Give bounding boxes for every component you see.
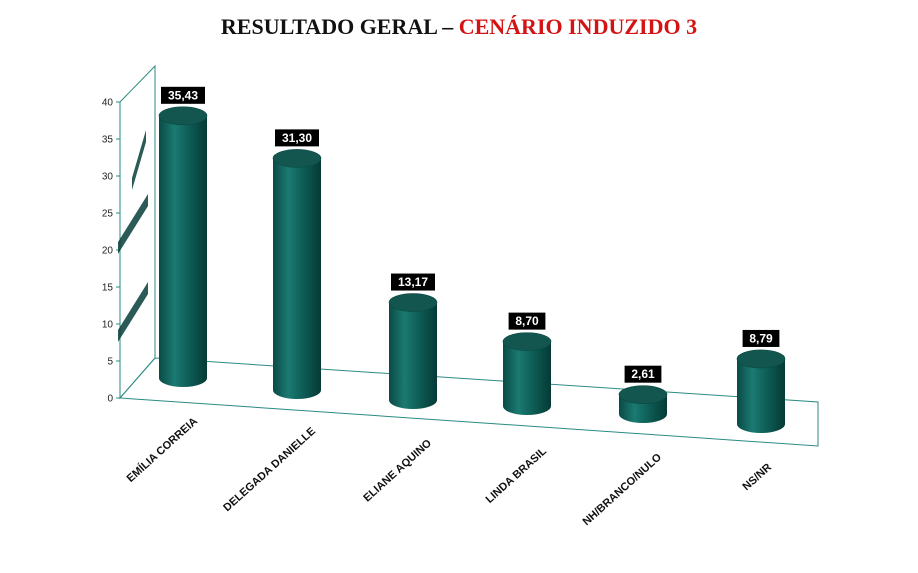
y-tick-label: 35 [102, 135, 114, 146]
bar-top-cap [618, 385, 668, 404]
y-tick-label: 10 [102, 320, 114, 331]
bar-2 [272, 149, 322, 399]
bar-body [159, 115, 207, 388]
data-label-bg [742, 329, 780, 347]
bar-3 [388, 293, 438, 409]
data-label: 35,43 [168, 88, 198, 102]
axis-layer: 0 5 10 15 20 25 30 35 40 [102, 64, 819, 447]
bar-body [737, 358, 785, 433]
chart-title: RESULTADO GERAL – CENÁRIO INDUZIDO 3 [0, 14, 918, 40]
bar-top-cap [272, 149, 322, 168]
bar-top-cap [502, 332, 552, 351]
bar-1 [158, 106, 208, 388]
data-label: 2,61 [631, 367, 655, 381]
data-label: 8,70 [515, 314, 539, 328]
data-label: 13,17 [398, 275, 428, 289]
y-tick-label: 25 [102, 209, 114, 220]
bar-top-cap [736, 349, 786, 369]
labels-layer: 35,43 31,30 13,17 8,70 2,61 8,79 EMÍLIA CORREI… [124, 86, 780, 528]
bar-5 [618, 385, 668, 423]
bar-body [273, 158, 321, 399]
y-tick-label: 15 [102, 283, 114, 294]
category-label: DELEGADA DANIELLE [221, 425, 318, 514]
category-label: ELIANE AQUINO [361, 437, 434, 504]
data-label: 31,30 [282, 131, 312, 145]
data-label: 8,79 [749, 331, 773, 345]
floor [118, 357, 819, 447]
bar-body [389, 302, 437, 409]
bar-4 [502, 332, 552, 415]
data-label-bg [161, 86, 205, 104]
y-tick-label: 40 [102, 98, 114, 109]
y-tick-label: 20 [102, 246, 114, 257]
data-label-bg [508, 312, 546, 330]
category-label: NH/BRANCO/NULO [581, 451, 665, 528]
data-label-bg [624, 365, 662, 383]
bar-top-cap [388, 293, 438, 312]
data-label-bg [391, 273, 435, 291]
y-tick-label: 0 [107, 394, 113, 405]
y-tick-label: 30 [102, 172, 114, 183]
bar-top-cap [158, 106, 208, 126]
bar-6 [736, 349, 786, 433]
axis-break-decoration [118, 130, 148, 342]
chart-title-prefix: RESULTADO GERAL – [220, 14, 459, 39]
category-label: NS/NR [741, 461, 775, 493]
bars-layer [158, 106, 786, 433]
category-label: LINDA BRASIL [484, 445, 550, 506]
bar-body [503, 341, 551, 415]
y-tick-label: 5 [107, 357, 113, 368]
chart-title-highlight: CENÁRIO INDUZIDO 3 [458, 14, 698, 39]
category-label: EMÍLIA CORREIA [124, 415, 200, 485]
data-label-bg [275, 129, 319, 147]
